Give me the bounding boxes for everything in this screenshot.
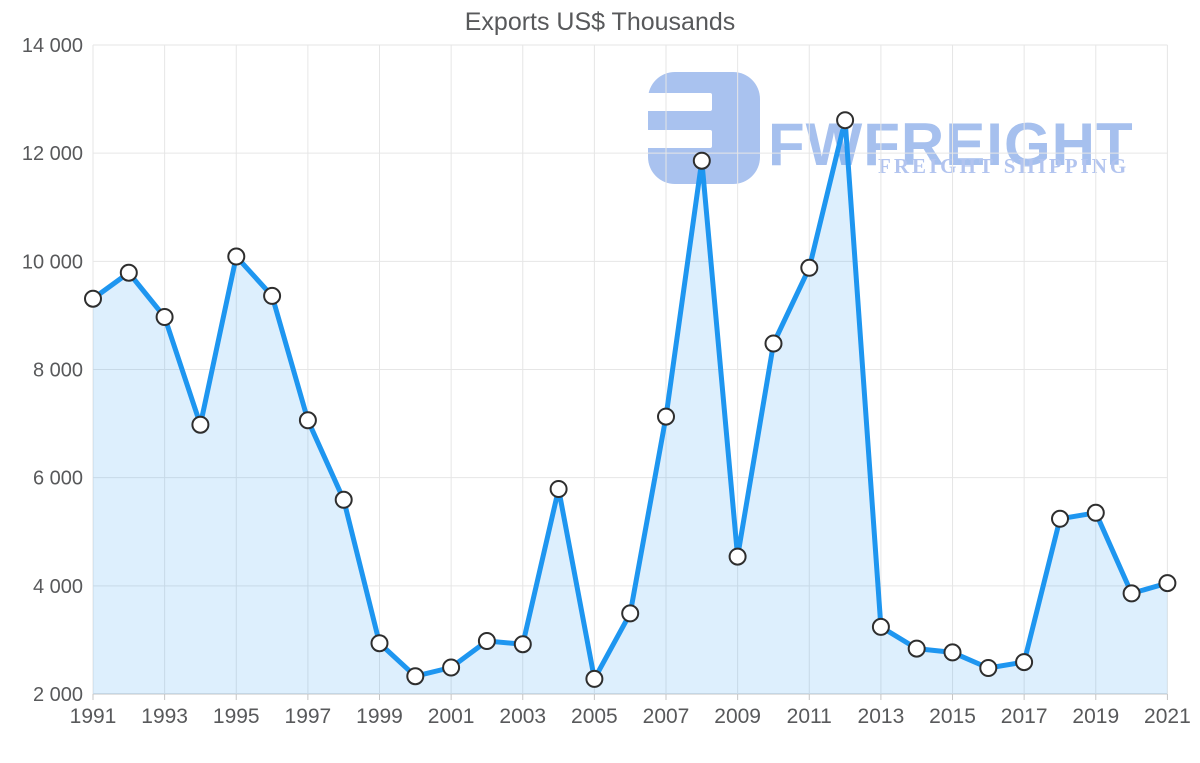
data-point-marker bbox=[227, 247, 246, 266]
y-axis-labels: 2 000 4 000 6 000 8 000 10 000 12 000 14 000 bbox=[22, 35, 83, 706]
x-axis-label: 2017 bbox=[1001, 705, 1048, 728]
brand-name: FWFREIGHT bbox=[768, 111, 1134, 178]
y-axis-label: 6 000 bbox=[33, 468, 83, 490]
y-axis-label: 4 000 bbox=[33, 576, 83, 598]
data-point-marker bbox=[800, 258, 819, 277]
x-axis-label: 1997 bbox=[285, 705, 332, 728]
data-point-marker bbox=[692, 151, 711, 170]
data-point-marker bbox=[657, 407, 675, 426]
data-point-marker bbox=[728, 547, 747, 566]
brand-watermark: FWFREIGHT FREIGHT SHIPPING bbox=[648, 72, 1148, 187]
x-axis-label: 1993 bbox=[141, 705, 188, 728]
x-axis-label: 2007 bbox=[643, 705, 690, 728]
data-point-marker bbox=[1122, 584, 1141, 603]
data-point-marker bbox=[513, 635, 532, 654]
y-axis-label: 10 000 bbox=[22, 251, 83, 273]
brand-tagline: FREIGHT SHIPPING bbox=[878, 154, 1130, 178]
data-point-marker bbox=[871, 617, 890, 636]
data-points bbox=[84, 111, 1177, 688]
x-axis-label: 1999 bbox=[356, 705, 403, 728]
x-axis-label: 2009 bbox=[714, 705, 761, 728]
data-point-marker bbox=[263, 286, 282, 305]
data-point-marker bbox=[406, 667, 425, 686]
data-point-marker bbox=[1086, 503, 1105, 522]
x-axis-label: 2003 bbox=[499, 705, 546, 728]
x-axis-labels: 1991 1993 1995 1997 1999 2001 2003 2005 2007 2009… bbox=[70, 705, 1191, 728]
y-axis-label: 2 000 bbox=[33, 684, 83, 706]
data-point-marker bbox=[477, 632, 496, 650]
data-point-marker bbox=[191, 415, 210, 434]
x-axis-label: 2015 bbox=[929, 705, 976, 728]
area-fill bbox=[93, 120, 1168, 694]
x-axis-label: 2021 bbox=[1144, 705, 1191, 728]
y-axis-label: 14 000 bbox=[22, 35, 83, 57]
data-point-marker bbox=[298, 411, 317, 430]
fwfreight-logo-icon bbox=[648, 72, 760, 184]
data-point-marker bbox=[442, 658, 461, 677]
x-axis-label: 1995 bbox=[213, 705, 260, 728]
gridlines bbox=[92, 44, 1168, 700]
data-point-marker bbox=[1015, 653, 1034, 672]
data-point-marker bbox=[84, 289, 102, 308]
x-axis-label: 2001 bbox=[428, 705, 475, 728]
data-point-marker bbox=[907, 639, 926, 658]
y-axis-label: 12 000 bbox=[22, 143, 83, 165]
data-point-marker bbox=[334, 490, 353, 509]
data-point-marker bbox=[764, 334, 783, 353]
data-point-marker bbox=[155, 308, 174, 326]
data-point-marker bbox=[370, 634, 389, 653]
y-axis-label: 8 000 bbox=[33, 360, 83, 382]
data-point-marker bbox=[979, 659, 998, 677]
data-point-marker bbox=[119, 263, 138, 282]
x-axis-label: 1991 bbox=[70, 705, 117, 728]
data-point-marker bbox=[943, 643, 962, 662]
x-axis-label: 2005 bbox=[571, 705, 618, 728]
x-axis-label: 2011 bbox=[787, 705, 832, 728]
data-point-marker bbox=[836, 111, 855, 130]
x-axis-label: 2019 bbox=[1072, 705, 1119, 728]
data-point-marker bbox=[1158, 574, 1177, 593]
chart-title: Exports US$ Thousands bbox=[464, 8, 736, 36]
data-point-marker bbox=[1051, 509, 1069, 528]
data-point-marker bbox=[621, 604, 640, 623]
data-point-marker bbox=[549, 480, 568, 498]
x-axis-label: 2013 bbox=[858, 705, 905, 728]
data-point-marker bbox=[585, 669, 604, 688]
